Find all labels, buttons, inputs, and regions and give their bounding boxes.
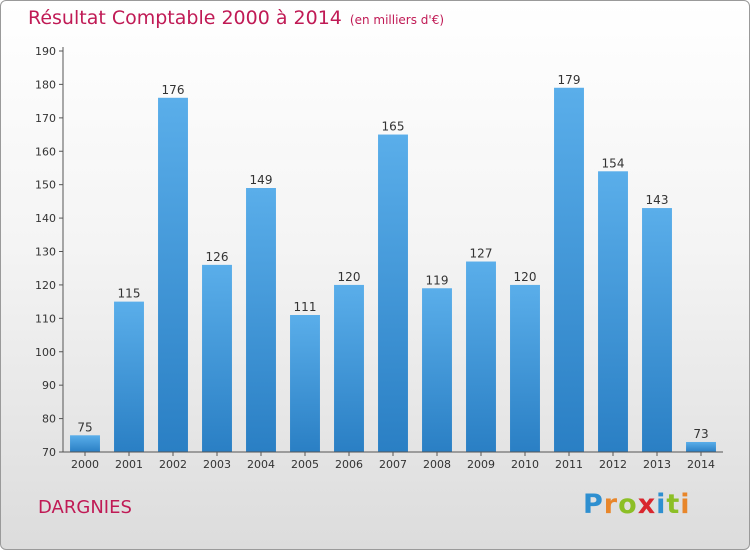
bar-2008[interactable] [422, 288, 452, 452]
value-label-2012: 154 [602, 156, 625, 170]
y-tick-label: 100 [35, 346, 56, 359]
logo-letter-3: x [637, 489, 657, 520]
value-label-2006: 120 [338, 270, 361, 284]
bar-2010[interactable] [510, 284, 540, 452]
logo-letter-6: i [680, 489, 691, 520]
logo-letter-5: t [666, 489, 681, 520]
y-tick-label: 190 [35, 45, 56, 58]
bar-2007[interactable] [378, 134, 408, 452]
x-tick-label-2001: 2001 [115, 458, 143, 471]
x-tick-label-2000: 2000 [71, 458, 99, 471]
value-label-2014: 73 [693, 427, 708, 441]
chart-subtitle: (en milliers d'€) [349, 13, 445, 27]
value-label-2009: 127 [470, 247, 493, 261]
value-label-2010: 120 [514, 270, 537, 284]
chart-title: Résultat Comptable 2000 à 2014 (en millie… [28, 7, 444, 29]
y-tick-label: 120 [35, 279, 56, 292]
value-label-2002: 176 [162, 83, 185, 97]
bar-2011[interactable] [554, 87, 584, 452]
value-label-2001: 115 [118, 287, 141, 301]
y-tick-label: 130 [35, 246, 56, 259]
bars-group: 75 115 176 126 149 111 120 165 119 127 120 179 154 14… [70, 73, 716, 453]
bar-2012[interactable] [598, 171, 628, 453]
y-tick-label: 90 [42, 379, 56, 392]
y-tick-label: 80 [42, 413, 56, 426]
value-label-2008: 119 [426, 273, 449, 287]
proxiti-logo[interactable]: Proxiti [583, 489, 691, 520]
chart-title-text: Résultat Comptable 2000 à 2014 [28, 7, 342, 29]
x-tick-label-2007: 2007 [379, 458, 407, 471]
bar-2009[interactable] [466, 261, 496, 452]
y-tick-label: 180 [35, 78, 56, 91]
x-tick-label-2010: 2010 [511, 458, 539, 471]
x-tick-label-2008: 2008 [423, 458, 451, 471]
x-tick-label-2013: 2013 [643, 458, 671, 471]
bar-2001[interactable] [114, 301, 144, 452]
bar-2013[interactable] [642, 208, 672, 452]
logo-letter-2: o [618, 489, 638, 520]
x-tick-label-2009: 2009 [467, 458, 495, 471]
x-tick-label-2003: 2003 [203, 458, 231, 471]
bar-2004[interactable] [246, 188, 276, 452]
bar-2003[interactable] [202, 264, 232, 452]
x-tick-label-2011: 2011 [555, 458, 583, 471]
x-tick-label-2012: 2012 [599, 458, 627, 471]
logo-letter-0: P [583, 489, 604, 520]
y-tick-label: 170 [35, 112, 56, 125]
x-axis: 2000 2001 2002 2003 2004 2005 2006 2007 2008 2009… [63, 451, 723, 471]
value-label-2005: 111 [294, 300, 317, 314]
bar-2005[interactable] [290, 314, 320, 452]
x-tick-label-2002: 2002 [159, 458, 187, 471]
bar-2000[interactable] [70, 435, 100, 452]
y-tick-label: 110 [35, 312, 56, 325]
value-label-2003: 126 [206, 250, 229, 264]
value-label-2011: 179 [558, 73, 581, 87]
value-label-2007: 165 [382, 120, 405, 134]
value-label-2004: 149 [250, 173, 273, 187]
x-tick-label-2005: 2005 [291, 458, 319, 471]
y-tick-label: 70 [42, 446, 56, 459]
bar-2002[interactable] [158, 97, 188, 453]
x-tick-label-2004: 2004 [247, 458, 275, 471]
commune-name: DARGNIES [38, 497, 132, 518]
y-axis: 70 80 90 100 110 120 130 140 150 160 170 180 190 [35, 45, 64, 459]
y-tick-label: 150 [35, 179, 56, 192]
bar-2006[interactable] [334, 284, 364, 452]
x-tick-label-2006: 2006 [335, 458, 363, 471]
logo-letter-1: r [603, 489, 619, 520]
bar-2014[interactable] [686, 441, 716, 452]
y-tick-label: 160 [35, 145, 56, 158]
value-label-2000: 75 [77, 420, 92, 434]
logo-letter-4: i [656, 489, 667, 520]
x-tick-label-2014: 2014 [687, 458, 715, 471]
y-tick-label: 140 [35, 212, 56, 225]
value-label-2013: 143 [646, 193, 669, 207]
